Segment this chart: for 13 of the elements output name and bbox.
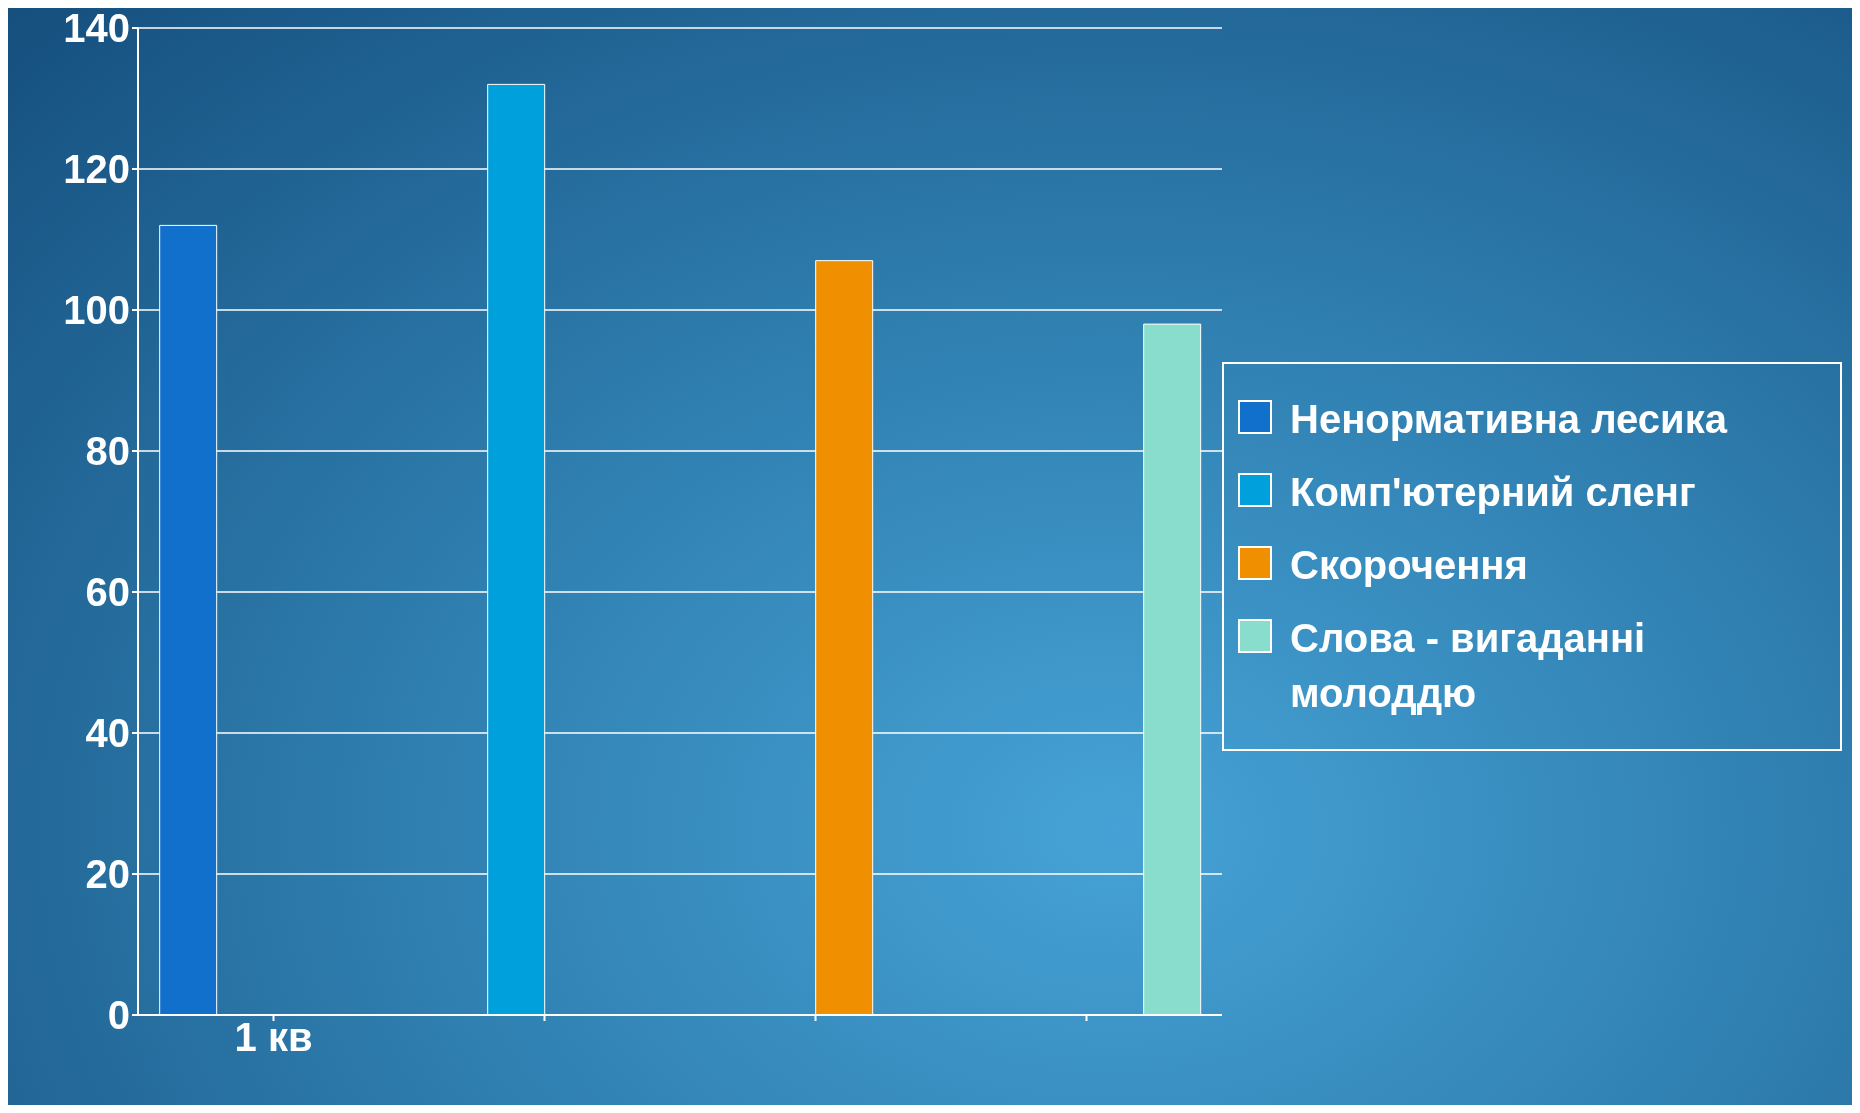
legend-label: Ненормативна лесика [1290,396,1727,443]
y-tick-label: 0 [107,993,130,1038]
legend-label: Слова - вигаданні молоддю [1290,615,1647,717]
x-tick-label: 1 кв [234,1015,313,1060]
legend-label: Комп'ютерний сленг [1290,469,1696,516]
y-tick-label: 120 [63,147,130,192]
y-tick-label: 40 [85,711,130,756]
legend-label: Скорочення [1290,542,1528,589]
y-tick-label: 140 [63,6,130,51]
y-tick-label: 80 [85,429,130,474]
y-tick-label: 20 [85,852,130,897]
y-tick-label: 100 [63,288,130,333]
y-tick-label: 60 [85,570,130,615]
